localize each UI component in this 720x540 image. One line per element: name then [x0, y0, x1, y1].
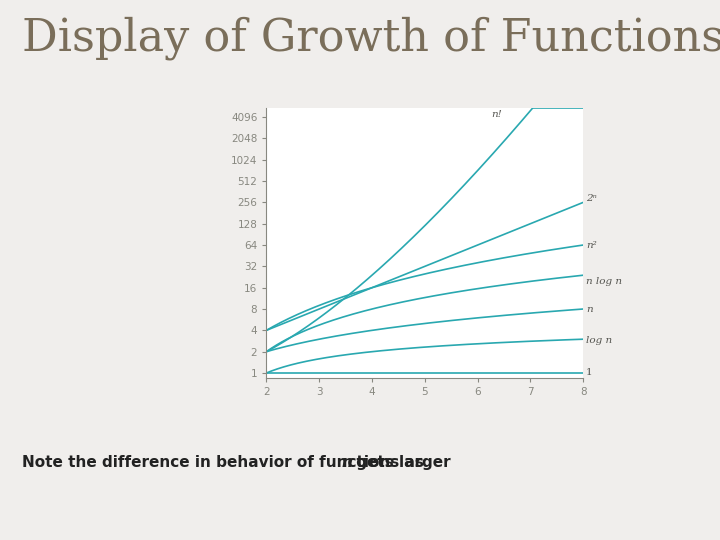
Text: Display of Growth of Functions: Display of Growth of Functions [22, 16, 720, 60]
Text: n: n [342, 455, 353, 470]
Text: gets larger: gets larger [351, 455, 451, 470]
Text: n log n: n log n [586, 277, 622, 286]
Text: 2ⁿ: 2ⁿ [586, 194, 597, 203]
Text: n!: n! [491, 110, 502, 119]
Text: n: n [586, 305, 593, 314]
Text: log n: log n [586, 336, 612, 345]
Text: Note the difference in behavior of functions as: Note the difference in behavior of funct… [22, 455, 428, 470]
Text: n²: n² [586, 240, 597, 249]
Text: 1: 1 [586, 368, 593, 377]
